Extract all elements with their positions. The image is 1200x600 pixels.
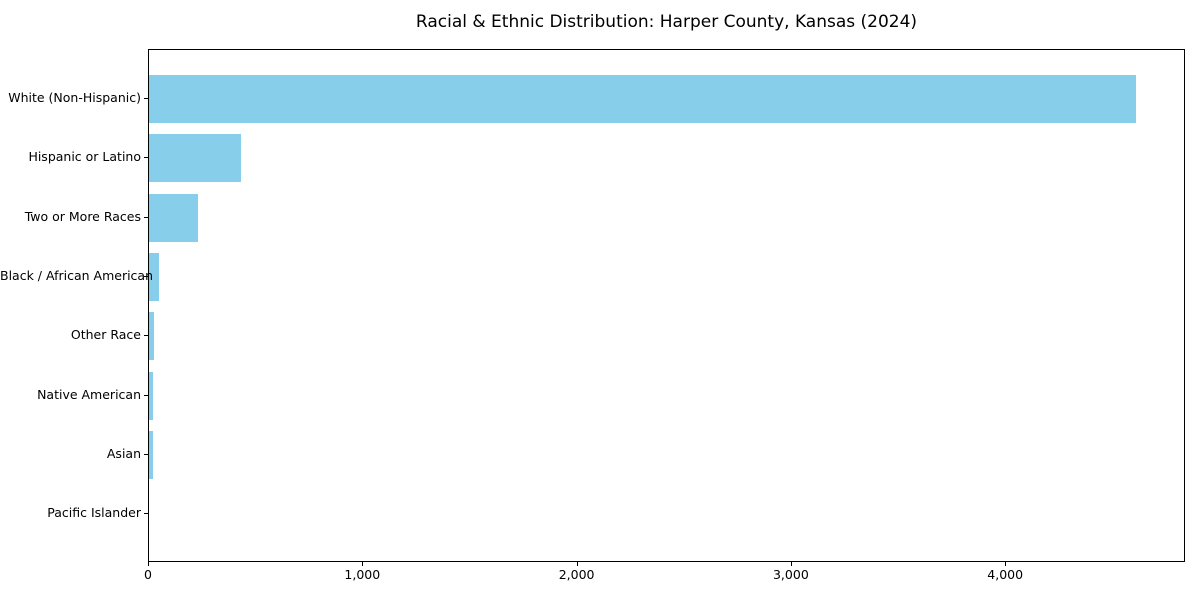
- y-tick-mark: [144, 394, 148, 396]
- y-tick-mark: [144, 157, 148, 159]
- x-tick-label-4000: 4,000: [987, 567, 1024, 582]
- x-tick-label-2000: 2,000: [558, 567, 595, 582]
- x-tick-label-3000: 3,000: [772, 567, 809, 582]
- y-tick-label-black-african-american: Black / African American: [0, 267, 154, 283]
- bar-native-american: [149, 371, 154, 420]
- y-tick-mark: [144, 513, 148, 515]
- bar-white-non-hispanic: [149, 75, 1137, 123]
- y-tick-label-pacific-islander: Pacific Islander: [47, 505, 141, 521]
- y-tick-mark: [144, 275, 148, 277]
- y-tick-label-two-or-more-races: Two or More Races: [24, 208, 141, 224]
- y-tick-label-asian: Asian: [106, 445, 141, 461]
- x-tick-mark: [1005, 562, 1007, 566]
- y-tick-label-hispanic-or-latino: Hispanic or Latino: [28, 149, 141, 165]
- x-tick-mark: [576, 562, 578, 566]
- plot-area: [148, 49, 1185, 562]
- x-tick-label-1000: 1,000: [344, 567, 381, 582]
- y-tick-label-other-race: Other Race: [70, 327, 141, 343]
- bar-hispanic-or-latino: [149, 134, 241, 183]
- y-tick-mark: [144, 335, 148, 337]
- x-tick-label-0: 0: [144, 567, 152, 582]
- y-tick-mark: [144, 453, 148, 455]
- y-tick-mark: [144, 98, 148, 99]
- y-tick-label-native-american: Native American: [37, 386, 141, 402]
- bar-asian: [149, 430, 154, 479]
- x-tick-mark: [790, 562, 792, 566]
- bar-other-race: [149, 312, 154, 361]
- bar-black-african-american: [149, 252, 160, 301]
- x-tick-mark: [148, 562, 149, 566]
- y-tick-label-white-non-hispanic: White (Non-Hispanic): [8, 90, 141, 105]
- x-tick-mark: [362, 562, 364, 566]
- bar-two-or-more-races: [149, 193, 199, 242]
- chart-title: Racial & Ethnic Distribution: Harper Cou…: [415, 12, 918, 32]
- y-tick-mark: [144, 216, 148, 218]
